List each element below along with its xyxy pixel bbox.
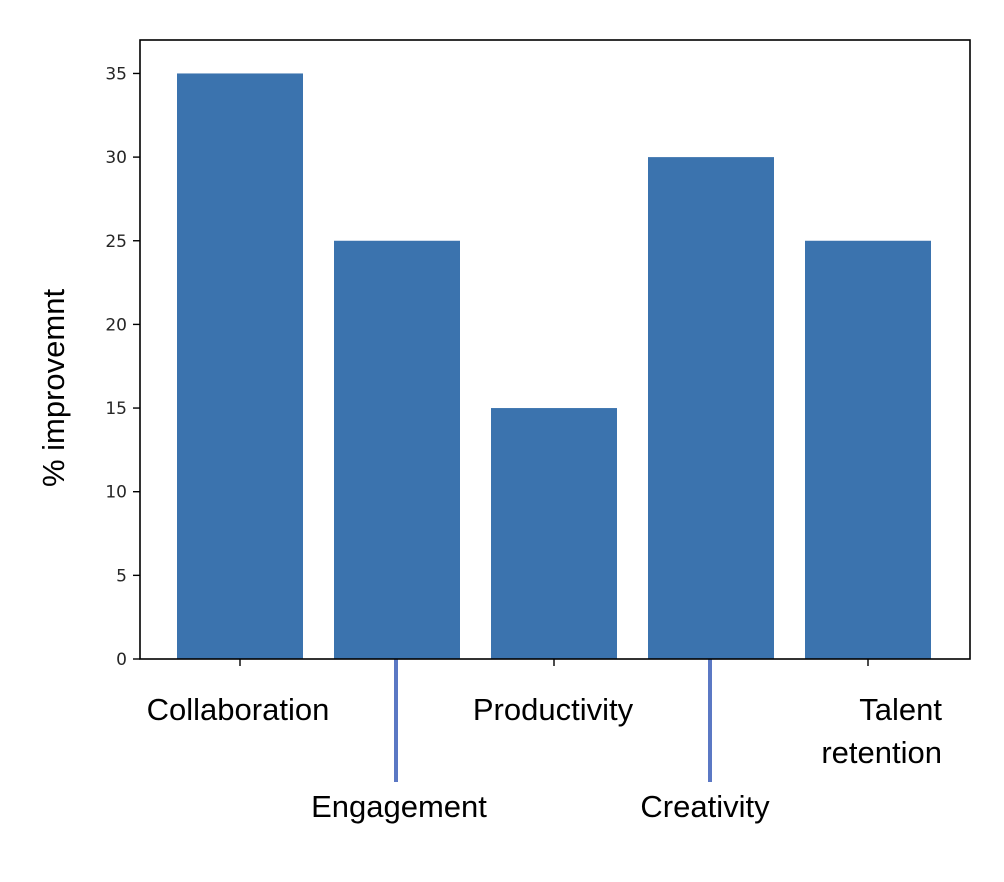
x-tick-label-line: retention (821, 735, 942, 770)
x-tick-label-line: Collaboration (147, 692, 330, 727)
x-tick-label: Collaboration (147, 692, 330, 727)
y-ticks-group: 0 5 10 15 20 25 30 35 (105, 64, 140, 670)
y-axis-label: % improvemnt (36, 289, 71, 487)
bar-creativity (648, 157, 774, 660)
x-tick-label-line: Creativity (640, 789, 770, 824)
x-tick-label-line: Engagement (311, 789, 487, 824)
x-tick-label: Talent retention (821, 692, 942, 770)
x-tick-label: Creativity (640, 789, 770, 824)
bar-productivity (491, 408, 617, 659)
bar-engagement (334, 240, 460, 659)
y-tick-label: 15 (105, 399, 127, 419)
bar-talent-retention (805, 240, 931, 659)
y-tick-label: 0 (116, 650, 127, 670)
plot-frame (139, 39, 971, 660)
y-tick-label: 10 (105, 483, 127, 503)
bars-group (177, 73, 931, 660)
y-tick-label: 30 (105, 148, 127, 168)
category-labels-group: Collaboration Engagement Productivity Creat… (147, 692, 943, 824)
x-tick-label: Engagement (311, 789, 487, 824)
y-tick-label: 35 (105, 64, 127, 84)
y-tick-label: 20 (105, 315, 127, 335)
y-tick-label: 5 (116, 566, 127, 586)
x-tick-label: Productivity (473, 692, 634, 727)
bar-collaboration (177, 73, 303, 659)
x-tick-label-line: Talent (859, 692, 942, 727)
y-tick-label: 25 (105, 232, 127, 252)
x-tick-label-line: Productivity (473, 692, 634, 727)
x-ticks-group (239, 659, 869, 666)
leader-lines-group (394, 659, 712, 782)
